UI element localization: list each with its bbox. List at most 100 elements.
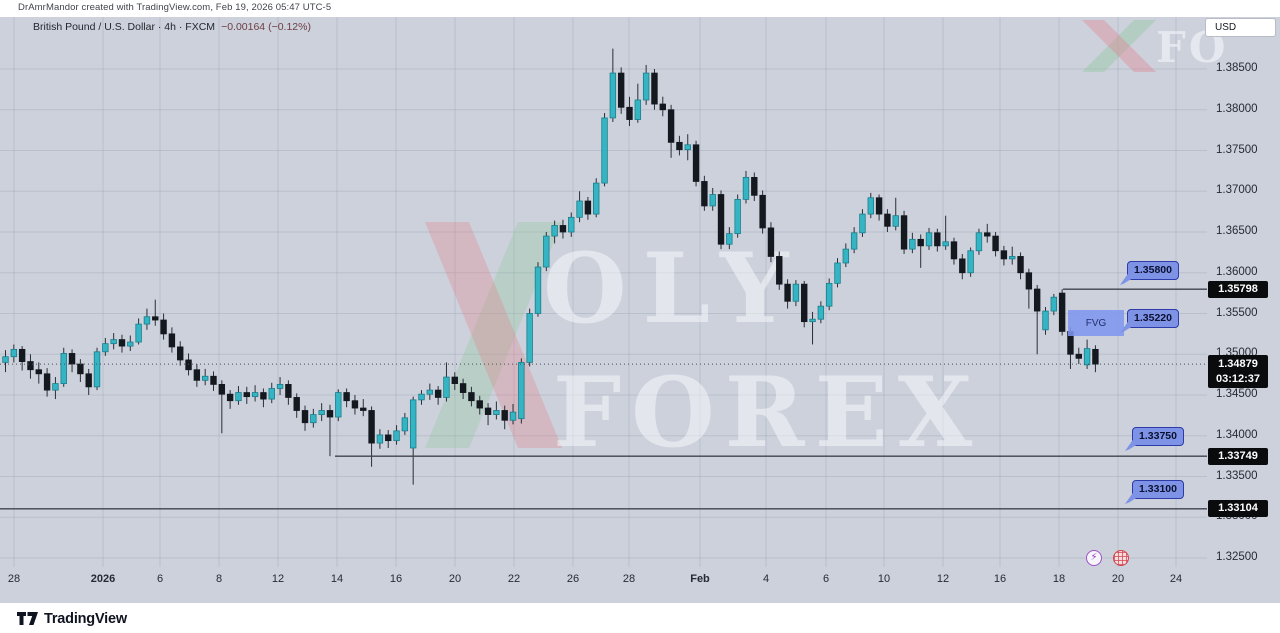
time-tick-label: 14 [330, 573, 344, 585]
candle-body [584, 200, 592, 215]
candle-body [52, 383, 59, 391]
mini-watermark-red [1082, 20, 1156, 72]
candle-body [118, 339, 126, 347]
candle-body [975, 232, 983, 252]
candle-body [526, 313, 533, 363]
candle-body [1050, 296, 1058, 312]
candle-body [27, 361, 34, 371]
candle-body [251, 392, 259, 398]
watermark-x-green [425, 222, 562, 448]
candle-body [576, 200, 583, 218]
candle-body [609, 72, 617, 119]
candle-body [1017, 256, 1024, 274]
candle-body [701, 181, 708, 207]
red-ball-emoji-icon[interactable] [1113, 550, 1129, 566]
time-tick-label: 6 [156, 573, 164, 585]
candle-body [218, 384, 226, 395]
watermark-text-line2: FOREX [553, 356, 982, 469]
callout-tail [1125, 440, 1139, 451]
candle-body [110, 339, 117, 345]
time-tick-label: 24 [1169, 573, 1183, 585]
candle-body [543, 235, 550, 268]
price-label-last: 1.34879 03:12:37 [1208, 354, 1268, 388]
candle-body [351, 400, 359, 409]
bar-countdown: 03:12:37 [1215, 372, 1261, 385]
candle-body [950, 241, 958, 260]
candle-body [801, 283, 808, 323]
candle-body [376, 434, 384, 444]
candle-body [734, 198, 741, 235]
fvg-zone[interactable]: FVG [1068, 309, 1124, 337]
candle-body [318, 410, 325, 415]
candle-body [551, 225, 558, 237]
time-tick-label: 4 [762, 573, 770, 585]
candle-body [335, 392, 342, 418]
candle-body [185, 359, 192, 371]
currency-toggle-button[interactable]: USD [1205, 18, 1276, 37]
candle-body [409, 399, 417, 449]
candle-body [385, 434, 392, 442]
lightning-emoji-icon[interactable]: ⚡ [1086, 550, 1102, 566]
candle-body [268, 388, 275, 400]
candle-body [925, 232, 933, 247]
candle-body [18, 348, 26, 362]
candle-body [726, 233, 733, 245]
price-callout-133750[interactable]: 1.33750 [1125, 427, 1184, 451]
candle-body [326, 410, 334, 418]
candle-body [617, 72, 625, 108]
symbol-title: British Pound / U.S. Dollar · 4h · FXCM [33, 21, 216, 33]
price-callout-135220[interactable]: 1.35220 [1120, 309, 1179, 333]
tradingview-wordmark: TradingView [44, 611, 127, 627]
price-tick-label: 1.34000 [1216, 428, 1258, 441]
footer-bar: TradingView [0, 603, 1280, 633]
candle-body [651, 72, 658, 105]
time-tick-label: 12 [271, 573, 285, 585]
time-tick-label: 6 [822, 573, 830, 585]
price-change: −0.00164 (−0.12%) [221, 21, 311, 33]
candle-body [168, 333, 176, 348]
price-tick-label: 1.38000 [1216, 102, 1258, 115]
time-tick-label: 8 [215, 573, 223, 585]
candle-body [518, 361, 525, 420]
symbol-legend[interactable]: British Pound / U.S. Dollar · 4h · FXCM −… [33, 21, 311, 33]
price-callout-135800[interactable]: 1.35800 [1120, 261, 1179, 285]
candle-body [451, 376, 458, 384]
time-tick-label: 20 [448, 573, 462, 585]
candle-body [959, 258, 966, 274]
candle-body [210, 375, 217, 385]
candle-body [143, 316, 151, 325]
price-callout-133100[interactable]: 1.33100 [1125, 480, 1184, 504]
candle-body [260, 392, 267, 400]
time-tick-label: 12 [936, 573, 950, 585]
tradingview-logo[interactable]: TradingView [17, 611, 127, 627]
callout-tail [1120, 322, 1134, 333]
candle-body [717, 194, 725, 245]
candle-body [160, 319, 167, 335]
candle-body [942, 241, 949, 247]
candle-body [235, 392, 242, 402]
candle-body [742, 176, 750, 200]
candle-body [493, 410, 500, 415]
candle-body [459, 383, 467, 393]
candle-body [934, 232, 941, 247]
candle-body [892, 215, 899, 227]
candle-body [875, 197, 883, 215]
time-tick-label: 16 [993, 573, 1007, 585]
candle-body [568, 216, 575, 233]
candle-body [1083, 348, 1091, 366]
candle-body [909, 238, 916, 250]
callout-tail [1125, 493, 1139, 504]
candle-body [1009, 256, 1016, 260]
candle-body [443, 376, 450, 398]
price-tick-label: 1.37000 [1216, 184, 1258, 197]
candle-body [659, 103, 666, 111]
time-tick-label: 26 [566, 573, 580, 585]
candle-body [1000, 250, 1008, 260]
candle-body [967, 250, 974, 274]
candle-body [68, 353, 76, 365]
candle-body [276, 384, 284, 389]
candle-body [692, 144, 700, 182]
time-tick-label: 16 [389, 573, 403, 585]
